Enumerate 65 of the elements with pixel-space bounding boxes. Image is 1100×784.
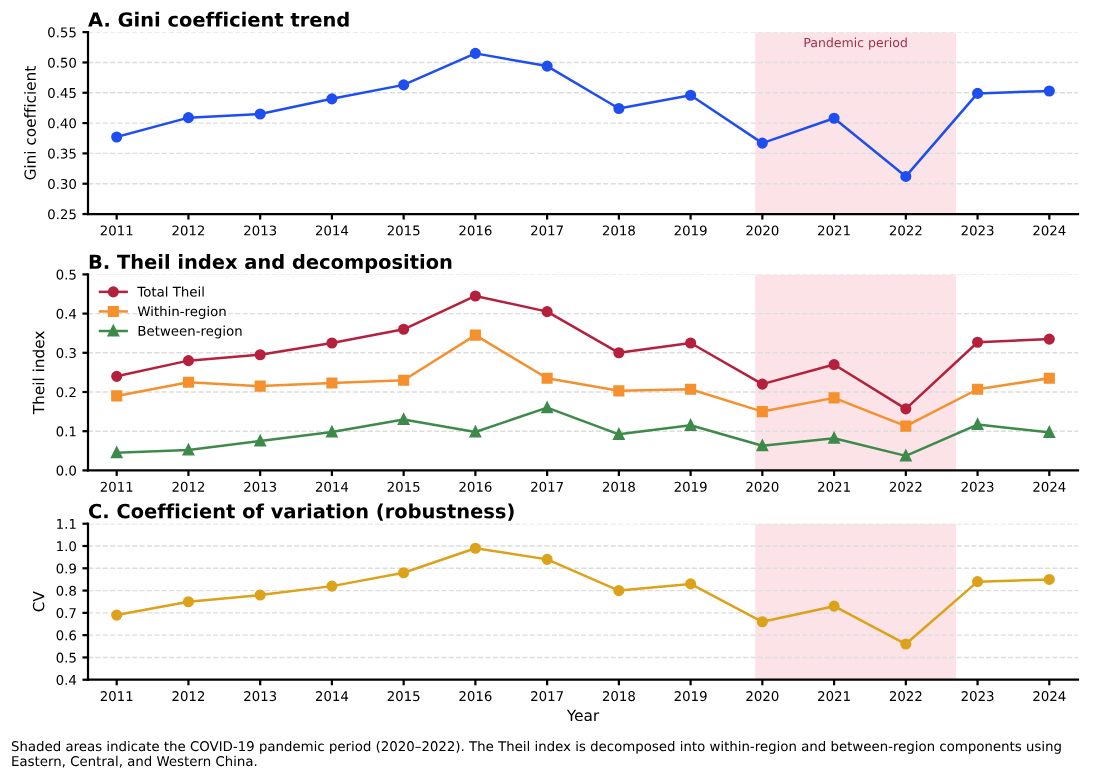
point — [1043, 85, 1055, 97]
point — [182, 376, 194, 388]
point — [182, 596, 194, 608]
point — [111, 609, 123, 621]
point — [900, 420, 912, 432]
point — [469, 290, 481, 302]
point — [398, 323, 410, 335]
point — [972, 87, 984, 99]
point — [541, 553, 553, 565]
point — [111, 370, 123, 382]
point — [541, 372, 553, 384]
point — [685, 419, 697, 431]
point — [469, 47, 481, 59]
point — [756, 406, 768, 418]
point — [613, 428, 625, 440]
point — [398, 79, 410, 91]
point — [972, 336, 984, 348]
point — [182, 112, 194, 124]
point — [254, 349, 266, 361]
chart-title: B. Theil index and decomposition — [89, 254, 452, 273]
point — [469, 329, 481, 341]
point — [828, 359, 840, 371]
point — [182, 355, 194, 367]
point — [254, 589, 266, 601]
point — [613, 385, 625, 397]
point — [972, 576, 984, 588]
point — [326, 377, 338, 389]
point — [756, 137, 768, 149]
point — [1043, 372, 1055, 384]
point — [541, 306, 553, 318]
point — [972, 383, 984, 395]
point — [828, 112, 840, 124]
point — [326, 337, 338, 349]
point — [1043, 333, 1055, 345]
point — [685, 337, 697, 349]
point — [900, 638, 912, 650]
point — [326, 580, 338, 592]
point — [756, 616, 768, 628]
point — [900, 170, 912, 182]
point — [613, 347, 625, 359]
point — [613, 585, 625, 597]
point — [685, 383, 697, 395]
point — [1043, 426, 1055, 438]
point — [398, 374, 410, 386]
point — [326, 93, 338, 105]
point — [685, 578, 697, 590]
point — [685, 89, 697, 101]
point — [613, 102, 625, 115]
point — [469, 542, 481, 554]
chart-title: C. Coefficient of variation (robustness) — [88, 503, 514, 521]
point — [541, 60, 553, 72]
point — [756, 378, 768, 390]
point — [111, 131, 123, 143]
point — [828, 432, 840, 444]
point — [900, 403, 912, 415]
point — [828, 600, 840, 612]
point — [972, 418, 984, 431]
point — [398, 413, 410, 425]
point — [398, 567, 410, 579]
point — [111, 390, 123, 402]
point — [1043, 573, 1055, 585]
point — [828, 392, 840, 404]
point — [254, 380, 266, 392]
point — [254, 108, 266, 120]
chart-title: A. Gini coefficient trend — [88, 11, 349, 27]
